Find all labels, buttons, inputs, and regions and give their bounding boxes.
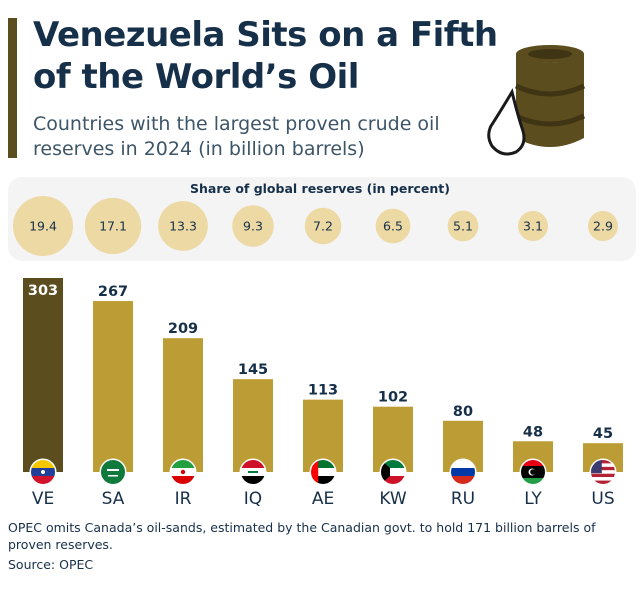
bar-value-label: 303	[28, 283, 58, 299]
category-label: SA	[102, 489, 125, 509]
share-bubble	[375, 208, 411, 244]
category-label: KW	[379, 489, 407, 509]
share-value: 17.1	[99, 219, 127, 234]
chart-subtitle: Countries with the largest proven crude …	[33, 113, 440, 160]
share-bubble	[232, 205, 274, 247]
category-label: IR	[175, 489, 192, 509]
bar-value-label: 80	[453, 404, 473, 420]
share-value: 2.9	[593, 219, 613, 234]
saudi-arabia-flag-icon	[99, 458, 127, 486]
venezuela-flag-icon	[29, 458, 57, 486]
bar-value-label: 48	[523, 424, 543, 440]
iran-flag-icon	[169, 458, 197, 486]
category-label: IQ	[244, 489, 262, 509]
bar-value-label: 102	[378, 390, 408, 406]
bar	[163, 338, 203, 472]
share-value: 3.1	[523, 219, 543, 234]
title-accent-bar	[8, 18, 17, 158]
share-bubble	[518, 211, 548, 241]
share-value: 7.2	[313, 219, 333, 234]
bar-value-label: 209	[168, 321, 198, 337]
russia-flag-icon	[449, 458, 477, 486]
bar	[23, 278, 63, 472]
share-value: 9.3	[243, 219, 263, 234]
chart-title: Venezuela Sits on a Fifth of the World’s…	[33, 15, 498, 97]
usa-flag-icon	[589, 458, 617, 486]
bar-value-label: 45	[593, 426, 613, 442]
bar-chart: 19.4 303 VE 17.1 267 SA 13.3 209 IR 9.3 145 IQ 7.2 11…	[13, 196, 623, 509]
category-label: US	[591, 489, 614, 509]
share-title: Share of global reserves (in percent)	[189, 181, 450, 196]
footnote: OPEC omits Canada’s oil-sands, estimated…	[8, 520, 596, 552]
category-label: VE	[32, 489, 54, 509]
category-label: LY	[524, 489, 542, 509]
share-value: 5.1	[453, 219, 473, 234]
share-value: 19.4	[29, 219, 57, 234]
bar	[233, 379, 273, 472]
uae-flag-icon	[309, 458, 337, 486]
share-bubble	[84, 197, 142, 255]
source-line: Source: OPEC	[8, 557, 94, 572]
libya-flag-icon	[519, 458, 547, 486]
share-value: 6.5	[383, 219, 403, 234]
share-bubble	[447, 210, 479, 242]
share-bubble	[13, 196, 73, 256]
share-value: 13.3	[169, 219, 197, 234]
share-bubble	[304, 207, 342, 245]
iraq-flag-icon	[239, 458, 267, 486]
category-label: AE	[312, 489, 334, 509]
oil-barrel-icon	[487, 45, 586, 156]
bar	[93, 301, 133, 472]
share-bubble	[158, 201, 208, 251]
bar-value-label: 145	[238, 362, 268, 378]
bar-value-label: 113	[308, 383, 338, 399]
bar-value-label: 267	[98, 284, 128, 300]
kuwait-flag-icon	[379, 458, 407, 486]
share-bubble	[588, 211, 618, 241]
category-label: RU	[451, 489, 475, 509]
